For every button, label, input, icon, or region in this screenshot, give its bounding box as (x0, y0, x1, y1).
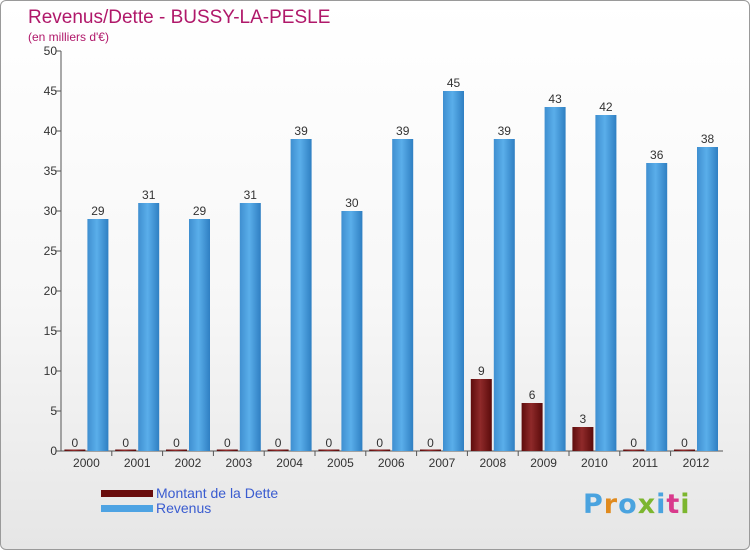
bar-revenus-2002 (189, 219, 210, 451)
value-label-revenus-2002: 29 (193, 204, 207, 218)
x-tick-label: 2012 (683, 456, 710, 470)
y-tick-label: 40 (44, 124, 58, 138)
x-tick-label: 2007 (429, 456, 456, 470)
bar-dette-2006 (369, 449, 391, 451)
y-tick-label: 30 (44, 204, 58, 218)
bar-revenus-2000 (87, 219, 109, 451)
x-tick-label: 2009 (530, 456, 557, 470)
value-label-revenus-2011: 36 (650, 148, 664, 162)
y-tick-label: 5 (50, 404, 57, 418)
bar-revenus-2009 (544, 107, 566, 451)
bar-revenus-2007 (443, 91, 464, 451)
bar-dette-2008 (470, 379, 492, 451)
logo-letter: i (656, 489, 667, 520)
x-tick-label: 2002 (175, 456, 202, 470)
legend-swatch-revenus (101, 505, 153, 512)
value-label-dette-2009: 6 (529, 388, 536, 402)
value-label-revenus-2012: 38 (701, 132, 715, 146)
chart-bars (64, 91, 718, 451)
x-tick-label: 2008 (479, 456, 506, 470)
chart-labels: 0 29 0 31 0 29 0 31 0 39 0 30 0 39 0 45 9 39 6 43 3 42 0 36 0 38 (72, 76, 715, 450)
bar-dette-2001 (115, 449, 137, 451)
legend-label-revenus: Revenus (156, 500, 212, 516)
chart-title: Revenus/Dette - BUSSY-LA-PESLE (28, 7, 331, 28)
logo-letter: r (603, 489, 619, 520)
proxiti-logo: Proxiti (583, 489, 691, 520)
x-tick-label: 2011 (632, 456, 658, 470)
bar-revenus-2005 (341, 211, 363, 451)
value-label-dette-2000: 0 (72, 436, 79, 450)
bar-revenus-2010 (595, 115, 617, 451)
value-label-revenus-2004: 39 (294, 124, 308, 138)
value-label-revenus-2005: 30 (345, 196, 359, 210)
value-label-dette-2001: 0 (122, 436, 129, 450)
bar-revenus-2004 (290, 139, 312, 451)
y-tick-label: 0 (50, 444, 57, 458)
bar-revenus-2006 (392, 139, 414, 451)
bar-dette-2011 (623, 449, 645, 451)
bar-revenus-2008 (493, 139, 515, 451)
bar-dette-2012 (674, 449, 695, 451)
y-tick-label: 50 (44, 44, 58, 58)
x-tick-label: 2003 (225, 456, 252, 470)
value-label-revenus-2003: 31 (244, 188, 258, 202)
value-label-dette-2002: 0 (173, 436, 180, 450)
value-label-dette-2006: 0 (376, 436, 383, 450)
x-tick-label: 2005 (327, 456, 354, 470)
value-label-revenus-2001: 31 (142, 188, 156, 202)
bar-dette-2002 (166, 449, 187, 451)
value-label-revenus-2007: 45 (447, 76, 461, 90)
logo-letter: o (618, 489, 638, 520)
value-label-dette-2008: 9 (478, 364, 485, 378)
y-tick-label: 10 (44, 364, 58, 378)
legend-swatch-dette (101, 490, 153, 497)
y-tick-label: 25 (44, 244, 58, 258)
value-label-dette-2012: 0 (681, 436, 688, 450)
bar-revenus-2001 (138, 203, 160, 451)
bar-dette-2003 (216, 449, 238, 451)
x-tick-label: 2004 (276, 456, 303, 470)
value-label-dette-2003: 0 (224, 436, 231, 450)
y-tick-label: 45 (44, 84, 58, 98)
bar-dette-2010 (572, 427, 594, 451)
logo-letter: t (666, 489, 681, 520)
logo-letter: P (583, 489, 604, 520)
bar-revenus-2011 (646, 163, 668, 451)
bar-dette-2005 (318, 449, 340, 451)
bar-revenus-2003 (239, 203, 261, 451)
value-label-dette-2004: 0 (275, 436, 282, 450)
bar-dette-2009 (521, 403, 543, 451)
bar-dette-2007 (420, 449, 441, 451)
value-label-dette-2005: 0 (326, 436, 333, 450)
y-tick-label: 35 (44, 164, 58, 178)
bar-dette-2000 (64, 449, 86, 451)
value-label-dette-2010: 3 (580, 412, 587, 426)
x-tick-label: 2001 (124, 456, 151, 470)
value-label-revenus-2000: 29 (91, 204, 105, 218)
bar-dette-2004 (267, 449, 289, 451)
x-tick-label: 2010 (581, 456, 608, 470)
logo-letter: i (680, 489, 691, 520)
value-label-revenus-2006: 39 (396, 124, 410, 138)
legend-label-dette: Montant de la Dette (156, 485, 279, 501)
logo-letter: x (637, 489, 657, 520)
value-label-revenus-2009: 43 (548, 92, 562, 106)
value-label-revenus-2008: 39 (498, 124, 512, 138)
value-label-dette-2007: 0 (427, 436, 434, 450)
x-tick-label: 2000 (73, 456, 100, 470)
chart-subtitle: (en milliers d'€) (28, 30, 109, 44)
value-label-dette-2011: 0 (630, 436, 637, 450)
y-tick-label: 15 (44, 324, 58, 338)
value-label-revenus-2010: 42 (599, 100, 613, 114)
bar-revenus-2012 (697, 147, 718, 451)
y-tick-label: 20 (44, 284, 58, 298)
x-tick-label: 2006 (378, 456, 405, 470)
